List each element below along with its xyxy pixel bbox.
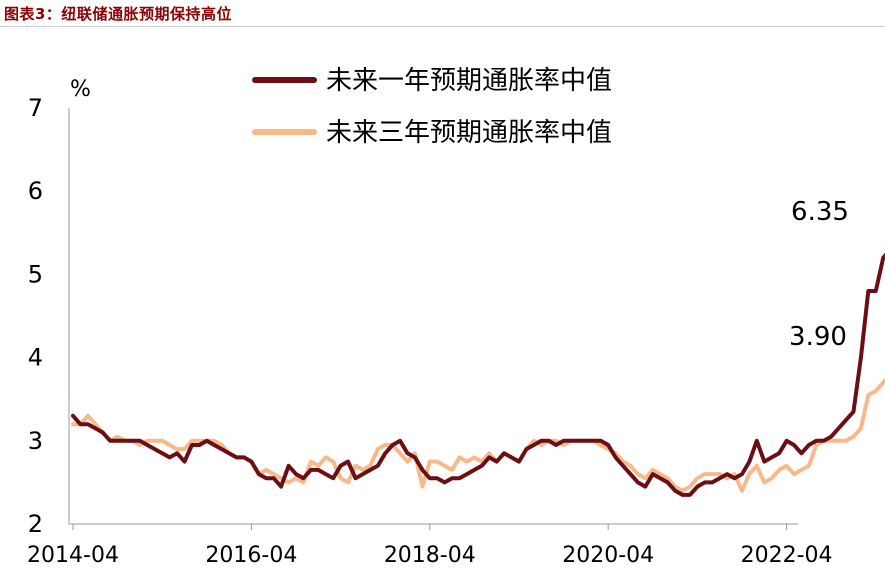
title-divider	[0, 26, 885, 27]
y-tick-label: 4	[28, 344, 43, 372]
legend-label: 未来一年预期通胀率中值	[326, 66, 612, 96]
y-tick-label: 6	[28, 177, 43, 205]
series-end-label: 6.35	[791, 197, 849, 227]
chart-end-labels: 6.35 3.90	[789, 197, 849, 352]
chart-axes: 2 3 4 5 6 7% 2014-04 2016-04 2018-04 2020-04 2022-…	[27, 77, 832, 568]
figure-title: 图表3：纽联储通胀预期保持高位	[4, 5, 232, 23]
y-tick-label: 3	[28, 427, 43, 455]
x-tick-label: 2020-04	[562, 543, 654, 568]
y-tick-label: 7	[28, 94, 43, 122]
y-tick-label: 5	[28, 260, 43, 288]
x-tick-label: 2018-04	[384, 543, 476, 568]
series-end-label: 3.90	[789, 322, 847, 352]
chart-lines	[71, 252, 885, 497]
x-tick-label: 2022-04	[741, 543, 833, 568]
legend-label: 未来三年预期通胀率中值	[326, 118, 612, 148]
y-tick-label: 2	[28, 510, 43, 538]
y-axis-unit: %	[70, 77, 91, 102]
x-tick-label: 2016-04	[205, 543, 297, 568]
series-line-one-year	[71, 252, 885, 497]
x-tick-label: 2014-04	[27, 543, 119, 568]
